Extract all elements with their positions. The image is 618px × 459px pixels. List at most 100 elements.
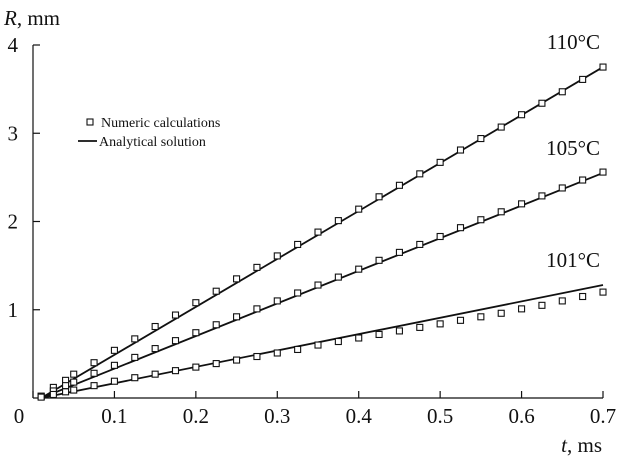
numeric-point — [558, 297, 566, 305]
numeric-point — [233, 356, 241, 364]
numeric-point — [355, 265, 363, 273]
numeric-point — [314, 228, 322, 236]
numeric-point — [70, 370, 78, 378]
numeric-point — [538, 192, 546, 200]
numeric-point — [456, 224, 465, 232]
y-axis-title: R, mm — [3, 6, 60, 30]
numeric-point — [497, 309, 505, 317]
analytical-line — [40, 284, 604, 399]
numeric-point — [273, 252, 281, 260]
series: 105°C — [37, 136, 607, 400]
numeric-point — [90, 369, 98, 377]
x-tick-label: 0.4 — [346, 404, 373, 428]
series: 110°C — [37, 30, 607, 400]
legend-label-analytical: Analytical solution — [99, 135, 206, 150]
numeric-point — [49, 390, 57, 399]
numeric-point — [171, 311, 180, 319]
numeric-point — [355, 205, 363, 213]
series-label: 105°C — [546, 136, 600, 160]
x-axis-title: t, ms — [561, 433, 602, 457]
numeric-point — [416, 240, 424, 248]
numeric-point — [477, 216, 485, 224]
numeric-point — [436, 232, 444, 241]
x-tick-label: 0.6 — [508, 404, 534, 428]
numeric-point — [334, 337, 342, 346]
numeric-point — [579, 75, 587, 83]
y-axis-unit: , mm — [17, 6, 60, 30]
x-tick-label: 0.3 — [264, 404, 290, 428]
numeric-point — [355, 334, 363, 342]
numeric-point — [212, 287, 220, 295]
x-axis-variable: t — [561, 433, 568, 457]
numeric-point — [436, 320, 444, 328]
numeric-point — [192, 363, 200, 371]
y-tick-label: 4 — [8, 33, 19, 57]
numeric-point — [273, 349, 281, 357]
numeric-point — [334, 217, 342, 225]
numeric-point — [192, 299, 200, 307]
numeric-point — [294, 240, 302, 248]
numeric-point — [518, 111, 526, 119]
numeric-point — [375, 193, 383, 201]
numeric-point — [497, 123, 505, 131]
numeric-point — [131, 374, 139, 382]
legend-marker-numeric — [86, 118, 94, 126]
numeric-point — [70, 378, 78, 386]
x-tick-label: 0.7 — [590, 404, 616, 428]
x-tick-label: 0.1 — [101, 404, 127, 428]
series-group: 110°C 105°C 101°C — [37, 30, 607, 401]
analytical-line — [40, 66, 604, 399]
numeric-point — [192, 329, 200, 337]
numeric-point — [212, 360, 220, 368]
numeric-point — [151, 322, 159, 331]
numeric-point — [212, 321, 220, 329]
numeric-point — [110, 346, 118, 354]
numeric-point — [233, 313, 241, 321]
numeric-point — [151, 370, 159, 378]
numeric-point — [558, 184, 566, 192]
numeric-point — [538, 301, 546, 309]
numeric-point — [599, 63, 607, 71]
plot-area: 0 0.1 0.2 0.3 0.4 0.5 0.6 0.7 1 2 3 4 110°C 105°C 10… — [8, 30, 617, 428]
numeric-point — [253, 352, 261, 361]
numeric-point — [579, 292, 587, 301]
numeric-point — [294, 289, 302, 297]
legend: Numeric calculations Analytical solution — [78, 116, 220, 150]
numeric-point — [395, 181, 403, 189]
numeric-point — [334, 273, 342, 281]
numeric-point — [599, 168, 607, 176]
y-tick-label: 1 — [8, 298, 19, 322]
numeric-point — [375, 256, 383, 264]
numeric-point — [518, 305, 526, 313]
series-label: 110°C — [547, 30, 600, 54]
series-label: 101°C — [546, 248, 600, 272]
numeric-point — [131, 335, 139, 343]
numeric-point — [110, 377, 118, 385]
numeric-point — [395, 248, 403, 256]
numeric-point — [375, 330, 383, 339]
numeric-point — [416, 170, 424, 178]
numeric-point — [436, 158, 444, 166]
x-tick-label: 0.2 — [183, 404, 209, 428]
numeric-point — [599, 288, 607, 296]
numeric-point — [273, 297, 281, 305]
y-tick-label: 3 — [8, 121, 19, 145]
numeric-point — [477, 134, 485, 143]
numeric-point — [456, 316, 465, 324]
numeric-point — [37, 393, 45, 401]
legend-label-numeric: Numeric calculations — [101, 116, 220, 131]
numeric-point — [538, 99, 546, 107]
y-axis-variable: R — [3, 6, 17, 30]
numeric-point — [416, 323, 424, 331]
numeric-point — [294, 345, 302, 354]
y-tick-label: 2 — [8, 210, 19, 234]
numeric-point — [131, 353, 139, 361]
numeric-point — [579, 176, 587, 184]
numeric-point — [497, 208, 505, 216]
numeric-point — [518, 200, 526, 208]
numeric-point — [62, 382, 70, 390]
numeric-point — [395, 327, 403, 335]
numeric-point — [456, 146, 465, 154]
x-axis-unit: , ms — [567, 433, 602, 457]
